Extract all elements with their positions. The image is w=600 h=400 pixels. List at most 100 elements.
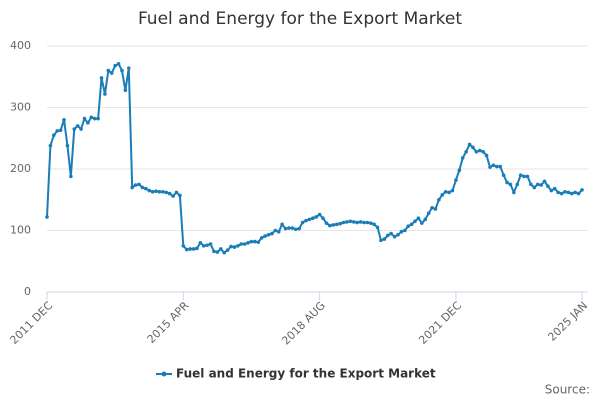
point [253, 239, 257, 244]
point [287, 226, 291, 230]
point [161, 189, 165, 194]
point [576, 191, 581, 196]
point [314, 215, 319, 219]
point [546, 184, 550, 189]
point [368, 221, 373, 225]
point [464, 149, 468, 154]
point [178, 193, 182, 198]
point [290, 226, 295, 230]
y-tick-label: 300 [10, 101, 31, 114]
point [341, 220, 346, 225]
x-tick-label: 2011 DEC [7, 299, 55, 347]
point [120, 68, 124, 73]
point [75, 124, 80, 128]
point [569, 191, 574, 196]
point [79, 127, 83, 131]
point [310, 216, 315, 220]
point [45, 215, 49, 219]
point [246, 241, 250, 245]
point [239, 242, 244, 246]
point [518, 173, 523, 177]
point [89, 115, 94, 120]
point [321, 216, 325, 220]
point [52, 133, 56, 137]
point [532, 185, 537, 190]
point [420, 221, 424, 225]
point [433, 207, 438, 211]
point [188, 247, 192, 251]
point [389, 231, 393, 236]
legend-marker [161, 371, 167, 377]
point [130, 185, 134, 190]
point [249, 239, 254, 244]
point [276, 229, 281, 234]
chart-title: Fuel and Energy for the Export Market [138, 9, 462, 29]
point [69, 174, 73, 179]
point [167, 191, 172, 196]
point [358, 220, 363, 224]
point [392, 234, 397, 239]
point [580, 188, 584, 192]
point [266, 233, 271, 237]
point [382, 237, 387, 241]
point [116, 62, 121, 66]
point [157, 189, 162, 194]
source-label: Source: [545, 383, 590, 397]
point [351, 220, 356, 224]
point [195, 246, 199, 251]
point [365, 220, 370, 225]
point [137, 182, 141, 187]
point [430, 205, 434, 210]
point [529, 182, 533, 187]
point [416, 216, 421, 220]
legend-label: Fuel and Energy for the Export Market [176, 367, 436, 381]
point [501, 173, 506, 177]
point [92, 116, 97, 121]
point [525, 174, 530, 179]
y-tick-label: 400 [10, 39, 31, 52]
point [379, 238, 383, 243]
point [263, 234, 267, 238]
point [334, 222, 339, 227]
point [484, 153, 489, 158]
point [242, 242, 247, 246]
point [437, 197, 441, 202]
point [109, 71, 114, 75]
point [355, 220, 359, 225]
point [205, 243, 209, 248]
point [58, 128, 63, 133]
point [477, 148, 482, 153]
point [385, 233, 390, 238]
point [140, 185, 145, 190]
x-tick-label: 2021 DEC [416, 299, 464, 347]
point [471, 145, 475, 150]
point [307, 217, 312, 222]
point [450, 188, 455, 193]
point [225, 248, 230, 252]
point [396, 233, 400, 237]
point [403, 228, 407, 233]
point [440, 193, 445, 197]
point [542, 179, 547, 184]
point [218, 247, 223, 251]
point [488, 165, 492, 169]
point [423, 217, 428, 222]
point [362, 220, 366, 225]
point [409, 222, 414, 227]
point [467, 142, 472, 147]
point [512, 190, 516, 195]
point [212, 249, 216, 254]
point [181, 244, 186, 248]
y-tick-label: 200 [10, 162, 31, 175]
point [62, 118, 66, 122]
point [505, 180, 509, 185]
point [491, 163, 496, 168]
point [164, 190, 169, 195]
point [229, 244, 233, 249]
point [304, 218, 308, 223]
point [65, 143, 70, 148]
point [338, 221, 342, 226]
point [150, 189, 155, 194]
point [515, 182, 520, 187]
